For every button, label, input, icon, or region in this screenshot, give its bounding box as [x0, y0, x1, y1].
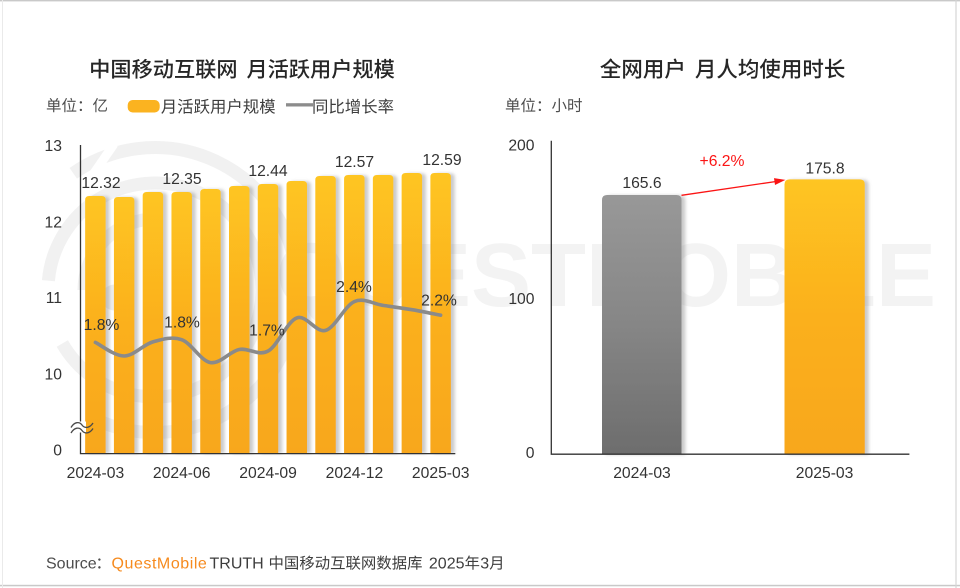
svg-text:2025-03: 2025-03 [412, 465, 470, 482]
svg-text:2024-12: 2024-12 [326, 465, 384, 482]
svg-text:200: 200 [508, 138, 534, 155]
svg-text:12.32: 12.32 [81, 175, 120, 192]
svg-text:12.57: 12.57 [335, 154, 374, 171]
svg-text:100: 100 [508, 291, 534, 308]
svg-text:12: 12 [45, 215, 62, 232]
svg-text:2024-03: 2024-03 [67, 465, 125, 482]
svg-text:QuestMobile: QuestMobile [112, 556, 208, 573]
svg-text:2024-03: 2024-03 [613, 465, 671, 482]
svg-text:1.8%: 1.8% [164, 315, 200, 332]
svg-text:10: 10 [45, 367, 63, 384]
svg-text:2.4%: 2.4% [336, 279, 372, 296]
svg-text:1.8%: 1.8% [84, 317, 120, 334]
svg-text:Source: Source [46, 556, 97, 573]
svg-text:11: 11 [46, 290, 62, 307]
svg-text:165.6: 165.6 [622, 175, 662, 192]
svg-text:2024-09: 2024-09 [239, 465, 297, 482]
svg-text:175.8: 175.8 [805, 161, 845, 178]
svg-text:13: 13 [45, 138, 63, 155]
svg-text:0: 0 [53, 442, 62, 459]
svg-text:0: 0 [526, 445, 535, 462]
svg-text:12.35: 12.35 [162, 171, 202, 188]
svg-text:3: 3 [480, 556, 489, 573]
svg-text:12.59: 12.59 [422, 152, 461, 169]
svg-text:2.2%: 2.2% [421, 293, 457, 310]
svg-text:2024-06: 2024-06 [153, 465, 211, 482]
svg-text:+6.2%: +6.2% [700, 153, 745, 170]
svg-text:2025: 2025 [429, 556, 465, 573]
svg-text:12.44: 12.44 [248, 163, 288, 180]
svg-text:2025-03: 2025-03 [796, 465, 854, 482]
svg-text:TRUTH: TRUTH [210, 556, 264, 573]
svg-text:1.7%: 1.7% [249, 323, 285, 340]
